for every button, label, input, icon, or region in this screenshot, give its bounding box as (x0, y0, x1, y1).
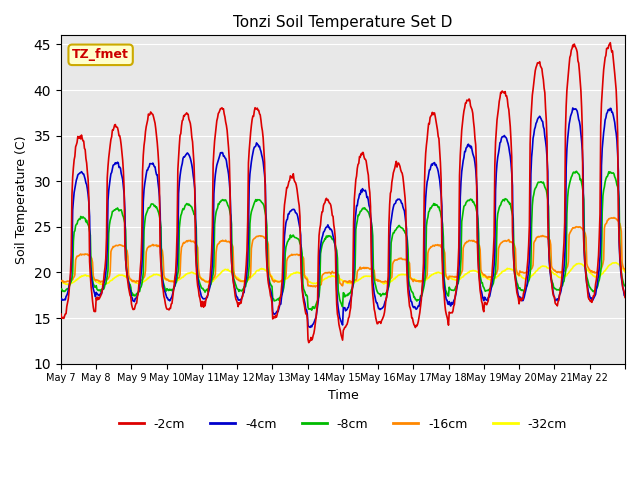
Legend: -2cm, -4cm, -8cm, -16cm, -32cm: -2cm, -4cm, -8cm, -16cm, -32cm (114, 413, 572, 436)
Text: TZ_fmet: TZ_fmet (72, 48, 129, 61)
Title: Tonzi Soil Temperature Set D: Tonzi Soil Temperature Set D (233, 15, 452, 30)
X-axis label: Time: Time (328, 389, 358, 402)
Y-axis label: Soil Temperature (C): Soil Temperature (C) (15, 135, 28, 264)
